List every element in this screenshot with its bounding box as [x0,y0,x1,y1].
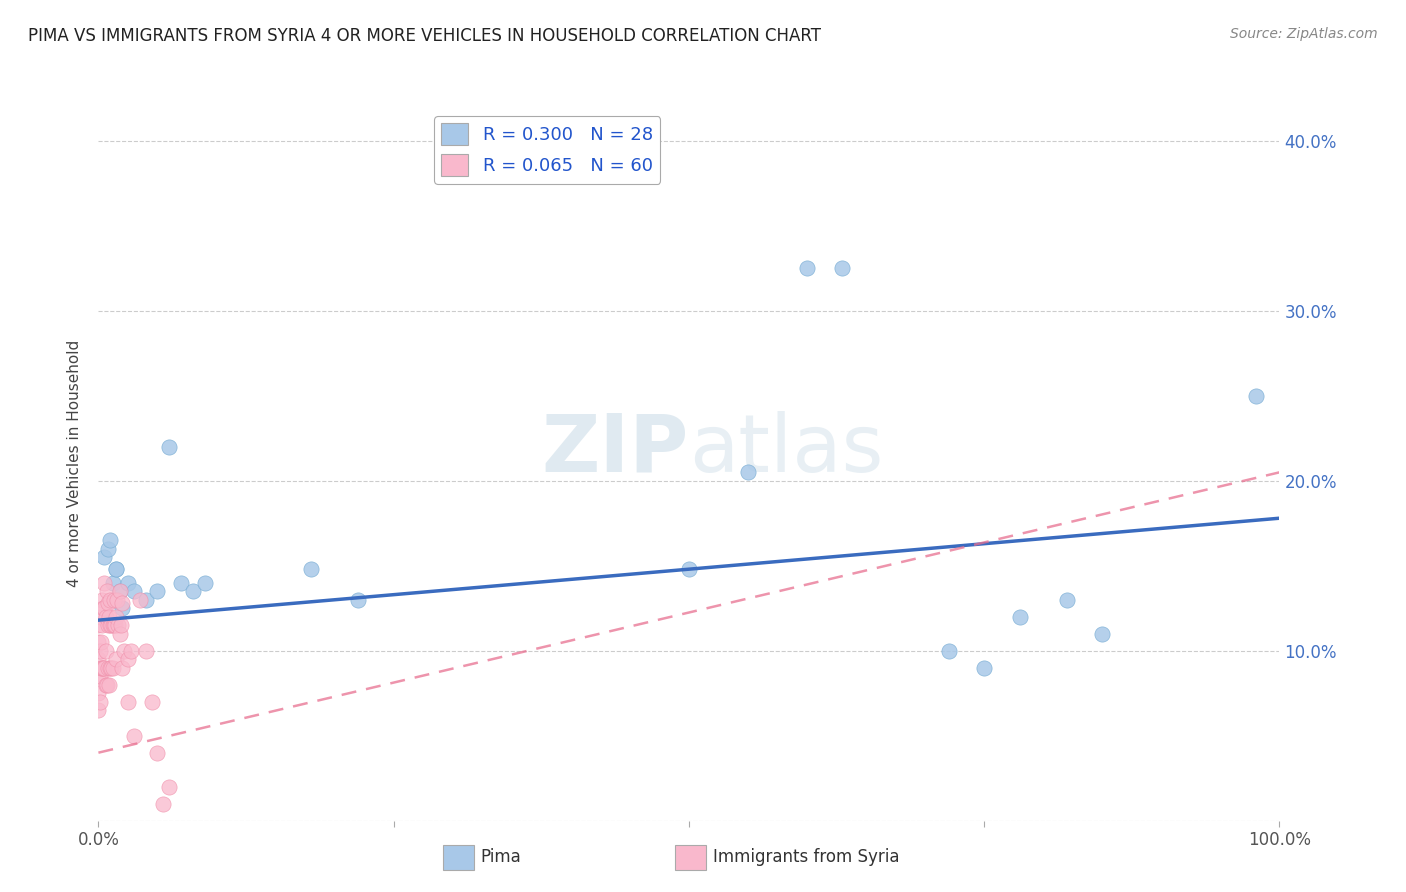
Point [1008,609,1031,624]
Point [90,635,112,649]
Point [98,609,121,624]
Point [98,533,121,548]
Point [107,618,129,632]
Point [93,661,115,675]
Point [299,562,322,576]
Point [141,695,163,709]
Point [87,669,110,683]
Point [146,584,169,599]
Point [89,644,111,658]
Point [105,562,128,576]
Point [1056,592,1078,607]
Point [91,661,114,675]
Point [737,466,759,480]
Point [117,575,139,590]
Point [105,609,128,624]
Point [831,261,853,276]
Point [108,584,131,599]
Point [111,596,134,610]
Point [121,644,143,658]
Point [98,678,121,692]
Point [157,440,180,454]
Point [135,592,157,607]
Text: Immigrants from Syria: Immigrants from Syria [713,848,900,866]
Point [101,618,124,632]
Point [98,618,121,632]
Point [152,797,174,811]
Point [94,678,117,692]
Point [194,575,217,590]
Point [103,618,125,632]
Point [105,652,128,666]
Point [117,695,139,709]
Point [94,609,117,624]
Point [181,584,204,599]
Point [678,562,700,576]
Point [122,584,145,599]
Point [103,592,125,607]
Point [89,695,111,709]
Point [170,575,193,590]
Point [90,661,112,675]
Text: PIMA VS IMMIGRANTS FROM SYRIA 4 OR MORE VEHICLES IN HOUSEHOLD CORRELATION CHART: PIMA VS IMMIGRANTS FROM SYRIA 4 OR MORE … [28,27,821,45]
Point [98,661,121,675]
Point [98,592,121,607]
Point [91,592,114,607]
Point [87,635,110,649]
Point [93,550,115,565]
Point [94,644,117,658]
Point [112,644,135,658]
Point [128,592,150,607]
Point [91,618,114,632]
Point [104,618,127,632]
Point [97,596,120,610]
Point [97,618,120,632]
Text: ZIP: ZIP [541,410,689,489]
Y-axis label: 4 or more Vehicles in Household: 4 or more Vehicles in Household [67,340,83,588]
Point [101,575,124,590]
Point [97,541,120,556]
Point [111,661,134,675]
Point [93,601,115,615]
Point [1244,389,1267,403]
Point [96,678,118,692]
Point [1091,626,1114,640]
Point [105,592,128,607]
Point [96,584,118,599]
Point [157,780,180,794]
Point [100,661,122,675]
Text: Source: ZipAtlas.com: Source: ZipAtlas.com [1230,27,1378,41]
Point [111,601,134,615]
Text: Pima: Pima [481,848,522,866]
Point [105,562,128,576]
Point [87,686,110,700]
Point [101,661,124,675]
Point [796,261,818,276]
Point [91,661,114,675]
Point [91,601,114,615]
Point [87,618,110,632]
Point [122,729,145,743]
Point [108,584,131,599]
Point [973,661,995,675]
Point [100,618,122,632]
Text: atlas: atlas [689,410,883,489]
Point [97,661,120,675]
Point [87,703,110,717]
Point [110,618,132,632]
Point [146,746,169,760]
Point [90,609,112,624]
Point [89,669,111,683]
Legend: R = 0.300   N = 28, R = 0.065   N = 60: R = 0.300 N = 28, R = 0.065 N = 60 [434,116,661,184]
Point [93,575,115,590]
Point [135,644,157,658]
Point [347,592,370,607]
Point [117,652,139,666]
Point [87,652,110,666]
Point [108,626,131,640]
Point [938,644,960,658]
